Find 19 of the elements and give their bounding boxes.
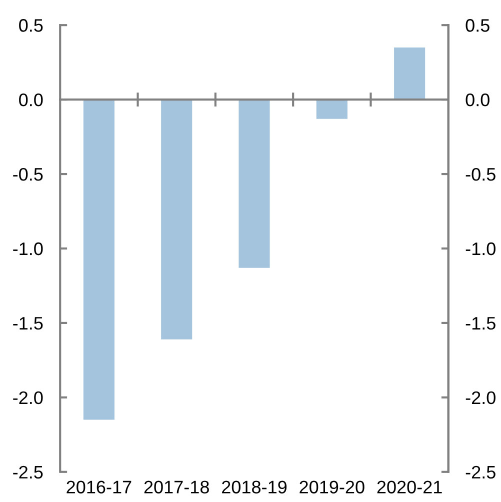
x-tick-label: 2020-21 — [377, 480, 442, 494]
y-tick-label: -2.0 — [13, 391, 43, 404]
x-tick-label: 2018-19 — [222, 480, 287, 494]
y2-tick-label: -0.5 — [466, 168, 496, 181]
y2-tick-label: -1.0 — [466, 242, 496, 256]
y-tick-label: -1.5 — [13, 317, 43, 330]
y2-tick-label: -2.0 — [466, 391, 496, 404]
y2-tick-label: -2.5 — [466, 466, 496, 479]
y2-tick-label: 0.5 — [466, 19, 490, 32]
y-tick-label: -2.5 — [13, 466, 43, 479]
y-tick-label: -0.5 — [13, 168, 43, 181]
x-tick-label: 2016-17 — [66, 480, 132, 494]
y-tick-label: 0.5 — [19, 19, 43, 32]
x-tick-label: 2019-20 — [300, 480, 364, 494]
x-tick-label: 2017-18 — [144, 480, 209, 494]
y2-tick-label: 0.0 — [466, 94, 490, 106]
y-tick-label: -1.0 — [13, 242, 43, 256]
y-tick-label: 0.0 — [19, 94, 43, 106]
y2-tick-label: -1.5 — [466, 317, 496, 330]
